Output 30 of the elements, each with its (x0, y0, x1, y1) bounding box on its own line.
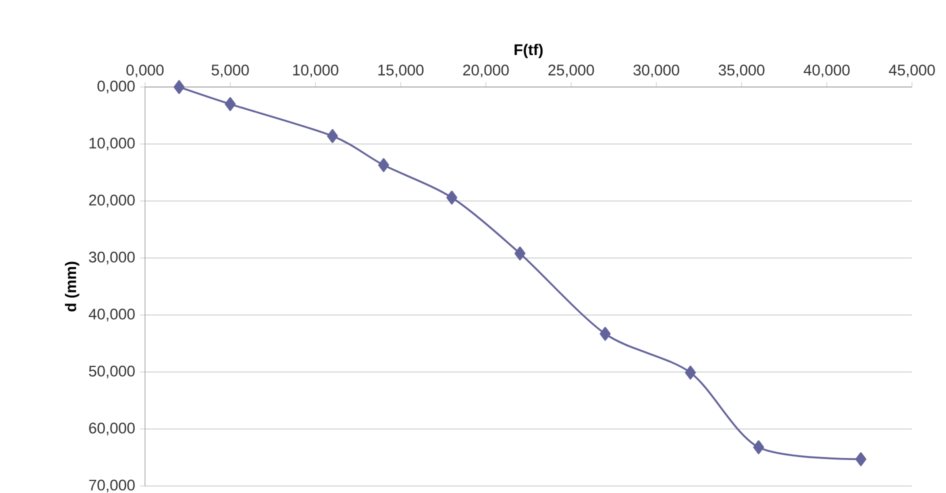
point (327, 129, 338, 143)
x-tick-label: 20,000 (463, 64, 509, 78)
point (600, 326, 611, 341)
point (684, 366, 696, 380)
y-axis-title: d (mm) (64, 262, 80, 312)
x-tick-label: 30,000 (633, 64, 680, 78)
x-tick-label: 0,000 (126, 64, 164, 78)
y-tick-label: 30,000 (88, 252, 135, 264)
y-tick-label: 60,000 (89, 422, 135, 436)
point (224, 97, 236, 112)
x-tick-label: 25,000 (548, 64, 594, 78)
point (378, 158, 390, 172)
point (514, 246, 526, 260)
point (753, 440, 764, 454)
y-tick-label: 70,000 (89, 480, 135, 492)
point (855, 452, 866, 466)
point (446, 190, 458, 205)
x-axis-title: F(tf) (514, 44, 543, 58)
y-tick-label: 50,000 (89, 366, 135, 378)
y-tick-label: 10,000 (90, 138, 135, 150)
x-tick-label: 40,000 (804, 64, 850, 78)
x-tick-label: 15,000 (378, 64, 424, 78)
point (174, 80, 185, 94)
x-tick-label: 35,000 (718, 64, 764, 78)
y-tick-label: 0,000 (98, 80, 135, 94)
x-tick-label: 45,000 (888, 64, 935, 78)
x-tick-label: 10,000 (293, 64, 338, 78)
x-tick-label: 5,000 (212, 64, 249, 78)
y-tick-label: 40,000 (88, 308, 135, 322)
y-tick-label: 20,000 (89, 194, 135, 208)
